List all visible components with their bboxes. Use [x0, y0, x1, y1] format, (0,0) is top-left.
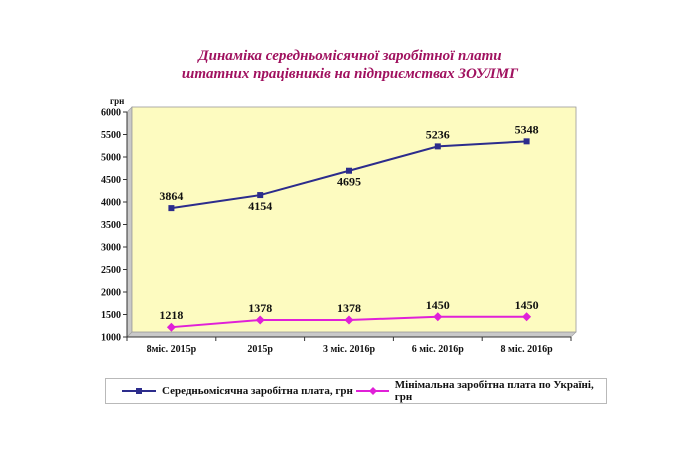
- data-point-0: [257, 192, 264, 199]
- legend: Середньомісячна заробітна плата, грн Мін…: [105, 378, 607, 404]
- chart-title-line-1: Динаміка середньомісячної заробітної пла…: [198, 48, 502, 64]
- plot-side-wall: [126, 106, 133, 338]
- x-tick-label: 6 міс. 2016р: [412, 344, 465, 355]
- data-label-1: 1450: [426, 298, 450, 312]
- data-label-0: 4154: [248, 199, 272, 213]
- data-label-1: 1378: [248, 301, 272, 315]
- x-tick-label: 3 міс. 2016р: [323, 344, 376, 355]
- data-point-1: [255, 315, 265, 325]
- plot-background: [131, 106, 577, 333]
- legend-line-diamond-icon: [356, 387, 389, 395]
- data-point-1: [433, 312, 443, 322]
- data-point-1: [344, 315, 354, 325]
- y-tick-label: 4500: [101, 175, 121, 186]
- data-point-0: [523, 138, 530, 145]
- y-tick-label: 4000: [101, 198, 121, 209]
- y-tick-label: 1000: [101, 333, 121, 344]
- y-tick-label: 5000: [101, 153, 121, 164]
- y-tick-label: 2000: [101, 288, 121, 299]
- legend-item-avg-salary: Середньомісячна заробітна плата, грн: [122, 379, 353, 403]
- x-tick-label: 2015р: [247, 344, 273, 355]
- data-point-0: [434, 143, 441, 150]
- data-label-1: 1450: [515, 298, 539, 312]
- y-tick-label: 6000: [101, 108, 121, 119]
- data-point-1: [166, 322, 176, 332]
- data-label-0: 4695: [337, 175, 361, 189]
- data-point-1: [522, 312, 532, 322]
- data-label-1: 1378: [337, 301, 361, 315]
- legend-label-min-salary: Мінімальна заробітна плата по Україні, г…: [394, 379, 594, 403]
- legend-item-min-salary: Мінімальна заробітна плата по Україні, г…: [356, 379, 606, 403]
- data-point-0: [168, 205, 175, 212]
- data-label-0: 5348: [515, 122, 539, 136]
- data-label-1: 1218: [159, 308, 183, 322]
- y-tick-label: 3000: [101, 243, 121, 254]
- x-tick-label: 8міс. 2015р: [147, 344, 197, 355]
- chart-title-line-2: штатних працівників на підприємствах ЗОУ…: [181, 66, 519, 82]
- x-tick-label: 8 міс. 2016р: [501, 344, 554, 355]
- data-label-0: 5236: [426, 127, 450, 141]
- y-tick-label: 5500: [101, 130, 121, 141]
- legend-line-square-icon: [122, 388, 156, 394]
- data-label-0: 3864: [159, 189, 183, 203]
- y-tick-label: 2500: [101, 265, 121, 276]
- data-point-0: [346, 167, 352, 174]
- y-tick-label: 1500: [101, 310, 121, 321]
- plot-floor: [126, 331, 577, 338]
- legend-label-avg-salary: Середньомісячна заробітна плата, грн: [162, 385, 353, 397]
- y-tick-label: 3500: [101, 220, 121, 231]
- y-axis-label: грн: [110, 96, 124, 106]
